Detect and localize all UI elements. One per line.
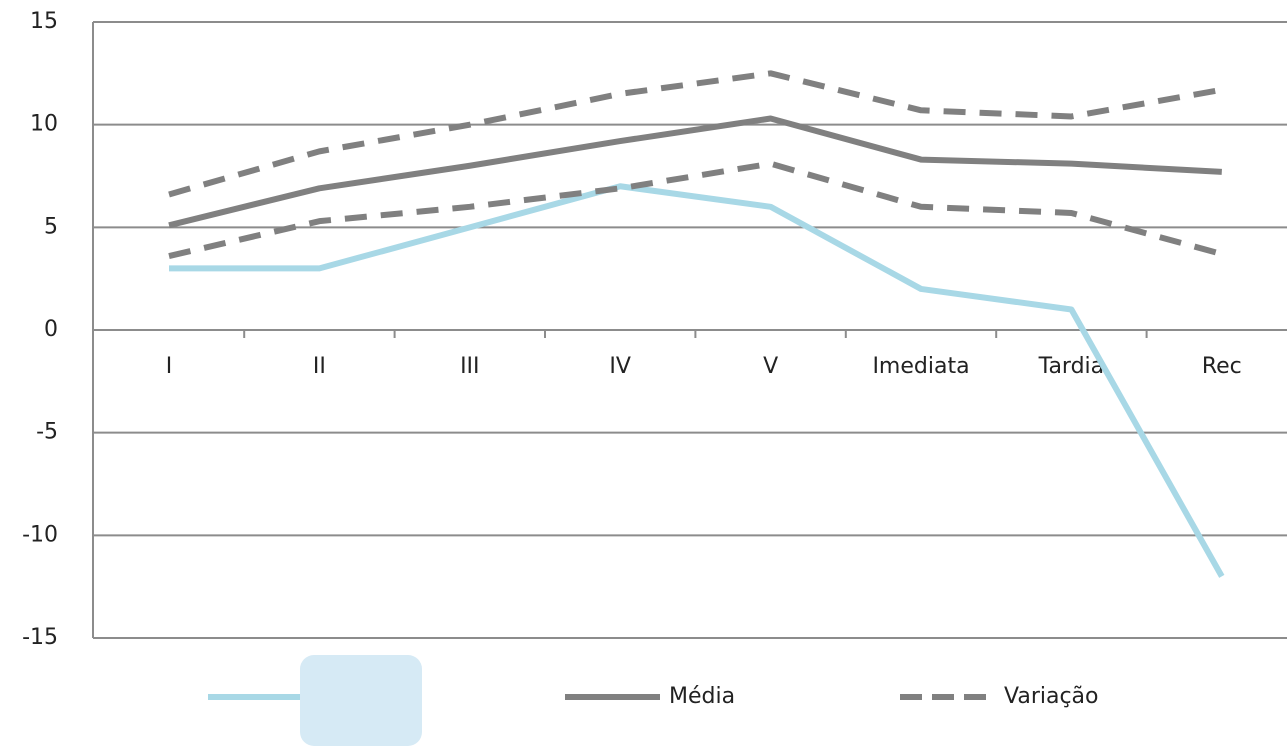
series-line <box>168 70 1223 198</box>
x-tick-label: Rec <box>1202 354 1242 379</box>
x-tick-label: I <box>166 354 173 379</box>
legend-label: Média <box>669 684 735 709</box>
series-line <box>168 160 1223 260</box>
x-tick-label: Imediata <box>872 354 969 379</box>
x-tick-label: V <box>763 354 778 379</box>
y-tick-label: 15 <box>30 9 58 34</box>
y-tick-label: 0 <box>44 317 58 342</box>
x-tick-label: II <box>313 354 326 379</box>
x-tick-label: III <box>460 354 479 379</box>
y-tick-label: -10 <box>22 522 58 547</box>
occluding-box <box>300 655 422 746</box>
legend-label: Variação <box>1004 684 1099 709</box>
series-line <box>168 115 1222 229</box>
y-tick-label: -15 <box>22 625 58 650</box>
x-tick-label: IV <box>609 354 631 379</box>
y-tick-label: -5 <box>36 420 58 445</box>
x-tick-label: Tardia <box>1038 354 1105 379</box>
series-line <box>169 183 1225 578</box>
y-tick-label: 5 <box>44 214 58 239</box>
y-tick-label: 10 <box>30 112 58 137</box>
